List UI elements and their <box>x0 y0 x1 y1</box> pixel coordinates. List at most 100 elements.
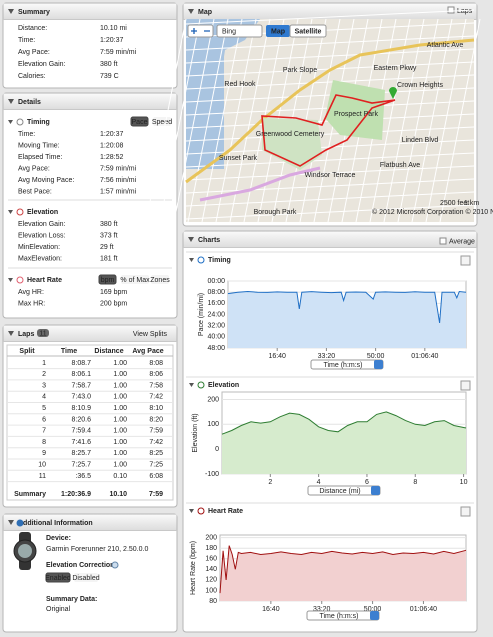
map-label: Red Hook <box>224 81 256 88</box>
table-cell: 1 <box>42 360 46 367</box>
toggle-label[interactable]: Pace <box>132 119 148 126</box>
table-header: Distance <box>94 348 123 355</box>
area <box>220 545 466 601</box>
toggle-label[interactable]: bpm <box>101 277 115 284</box>
table-cell: 1.00 <box>113 462 127 469</box>
summary-value: 739 C <box>100 73 119 80</box>
y-axis-label: Heart Rate (bpm) <box>190 541 197 595</box>
map-label: Flatbush Ave <box>380 162 420 169</box>
section-arrow[interactable] <box>8 278 13 282</box>
map-label: Crown Heights <box>397 82 443 89</box>
collapse-arrow[interactable] <box>188 237 194 242</box>
enabled-button[interactable] <box>45 572 71 583</box>
section-icon <box>16 118 24 126</box>
chart-title: Elevation <box>208 382 239 389</box>
detail-label: MaxElevation: <box>18 255 62 262</box>
laps-checkbox[interactable] <box>447 6 455 14</box>
toggle-label[interactable]: % of Max <box>120 277 150 284</box>
x-axis-label[interactable]: Distance (mi) <box>319 488 360 495</box>
detail-label: Avg HR: <box>18 289 44 296</box>
expand-button[interactable] <box>460 255 471 266</box>
detail-value: 181 ft <box>100 255 118 262</box>
collapse-arrow[interactable] <box>188 9 194 14</box>
summary-value: 1:20:37 <box>100 37 123 44</box>
x-tick-label: 16:40 <box>262 606 280 613</box>
table-cell: 8:08 <box>149 360 163 367</box>
map-label: Windsor Terrace <box>305 172 356 179</box>
toggle-label[interactable]: Speed <box>152 119 172 126</box>
table-header: Avg Pace <box>132 348 163 355</box>
average-checkbox[interactable] <box>439 237 447 245</box>
section-arrow[interactable] <box>8 210 13 214</box>
y-tick-label: 180 <box>205 545 217 552</box>
select-arrow[interactable] <box>374 360 383 369</box>
map-mode-label[interactable]: Satellite <box>295 28 322 35</box>
map-label: Borough Park <box>254 209 297 216</box>
table-cell: 7:59 <box>149 428 163 435</box>
table-cell: 1.00 <box>113 371 127 378</box>
map-mode-active[interactable] <box>266 25 290 37</box>
table-cell: 6 <box>42 416 46 423</box>
y-tick-label: 24:00 <box>207 311 225 318</box>
detail-value: 7:59 min/mi <box>100 165 137 172</box>
view-splits-link[interactable]: View Splits <box>133 331 168 338</box>
table-cell: 8:25 <box>149 450 163 457</box>
street <box>215 18 257 223</box>
x-axis-label[interactable]: Time (h:m:s) <box>319 613 358 620</box>
help-icon[interactable] <box>111 561 119 569</box>
y-tick-label: 0 <box>215 446 219 453</box>
disabled-button-label[interactable]: Disabled <box>72 575 99 582</box>
details-panel <box>2 92 178 319</box>
y-tick-label: 40:00 <box>207 334 225 341</box>
select-arrow[interactable] <box>371 486 380 495</box>
street <box>411 18 453 223</box>
summary-data-value: Original <box>46 606 71 613</box>
collapse-arrow[interactable] <box>8 331 14 336</box>
map-copyright: © 2012 Microsoft Corporation © 2010 NAVT… <box>372 208 493 216</box>
table-cell: 1.00 <box>113 405 127 412</box>
disabled-button[interactable] <box>74 573 98 582</box>
chart-arrow[interactable] <box>189 509 194 513</box>
detail-label: Elevation Loss: <box>18 232 66 239</box>
collapse-arrow[interactable] <box>8 9 14 14</box>
y-tick-label: 200 <box>205 534 217 541</box>
zoom-icons[interactable] <box>191 28 210 34</box>
toggle[interactable] <box>130 116 149 127</box>
chart-arrow[interactable] <box>189 258 194 262</box>
map-mode[interactable] <box>289 24 327 38</box>
summary-cell: 10.10 <box>109 491 127 498</box>
select-arrow[interactable] <box>370 611 379 620</box>
map-mode-label[interactable]: Map <box>271 28 285 35</box>
chart-icon <box>197 256 205 264</box>
toggle[interactable] <box>121 275 149 284</box>
street <box>299 18 341 223</box>
toggle[interactable] <box>151 275 169 284</box>
x-tick-label: 01:06:40 <box>410 606 437 613</box>
toggle[interactable] <box>98 274 117 285</box>
panel-title: Summary <box>18 9 50 16</box>
expand-button[interactable] <box>460 506 471 517</box>
y-tick-label: 32:00 <box>207 323 225 330</box>
chart-arrow[interactable] <box>189 383 194 387</box>
enabled-button-label[interactable]: Enabled <box>45 575 71 582</box>
device-link[interactable]: Garmin Forerunner 210 <box>46 546 119 553</box>
x-axis-label[interactable]: Time (h:m:s) <box>323 362 362 369</box>
expand-button[interactable] <box>460 380 471 391</box>
provider-label[interactable]: Bing <box>222 28 236 35</box>
device-version: , 2.50.0.0 <box>119 546 148 553</box>
summary-label: Time: <box>18 37 35 44</box>
detail-value: 200 bpm <box>100 300 127 307</box>
corrections-label: Elevation Corrections <box>46 562 118 569</box>
y-tick-label: 08:00 <box>207 289 225 296</box>
line <box>219 545 467 594</box>
detail-label: Elapsed Time: <box>18 154 62 161</box>
summary-cell: 7:59 <box>149 491 163 498</box>
toggle-label[interactable]: Zones <box>150 277 170 284</box>
summary-value: 7:59 min/mi <box>100 49 137 56</box>
section-arrow[interactable] <box>8 120 13 124</box>
chart-icon <box>197 507 205 515</box>
section-icon <box>16 276 24 284</box>
provider-select[interactable] <box>216 24 263 38</box>
collapse-arrow[interactable] <box>8 99 14 104</box>
collapse-arrow[interactable] <box>8 520 14 525</box>
